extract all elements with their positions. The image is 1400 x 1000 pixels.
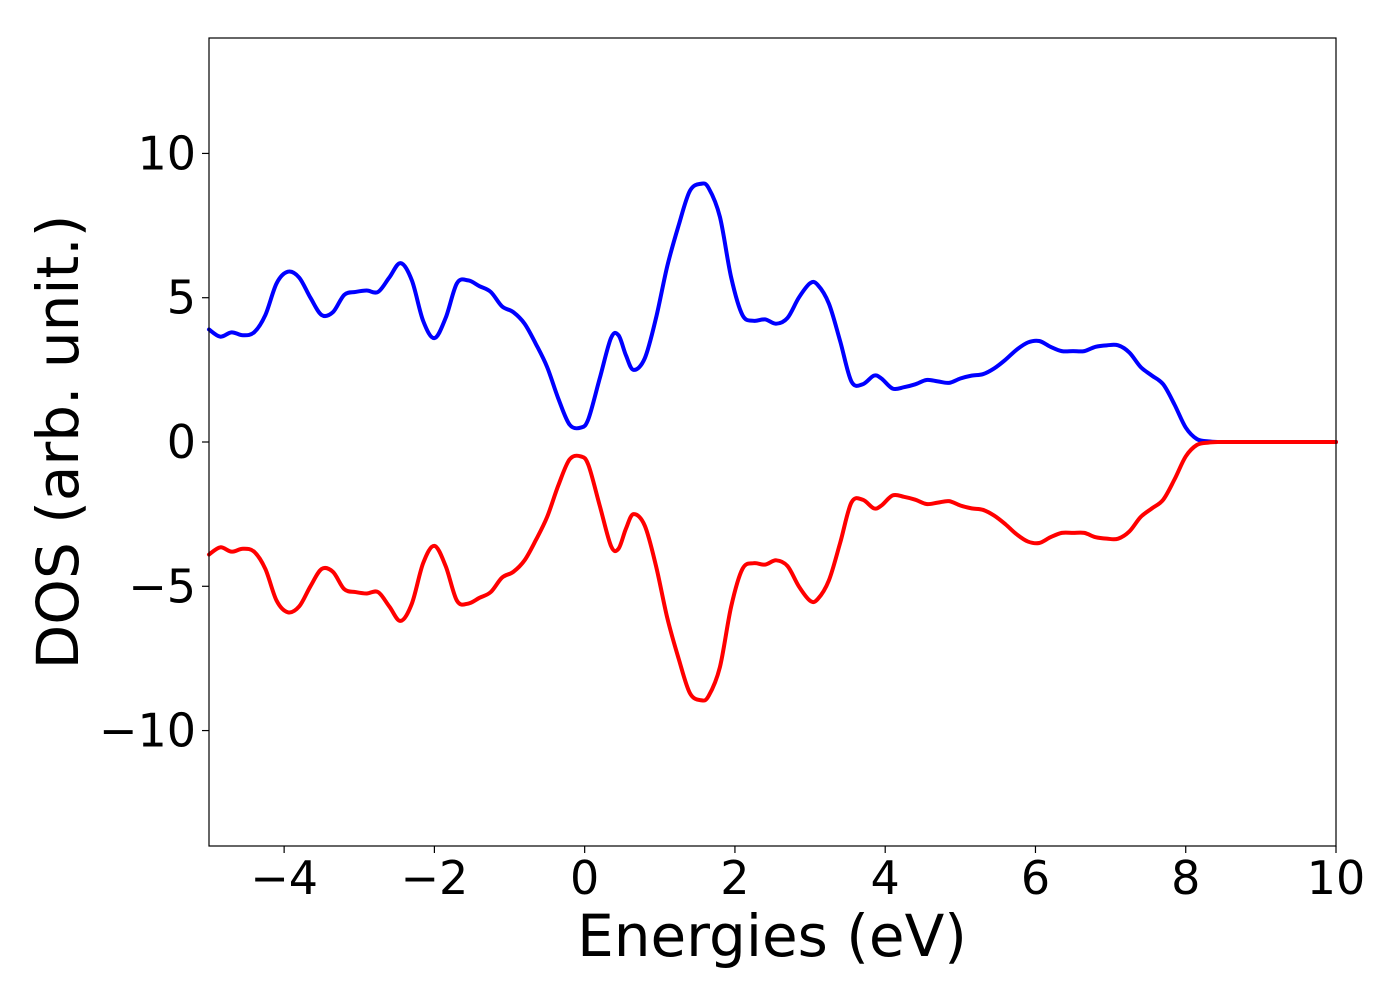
x-tick-label: 10 xyxy=(1307,851,1366,905)
x-tick-label: 4 xyxy=(871,851,900,905)
series-layer xyxy=(207,181,1338,703)
y-axis-label: DOS (arb. unit.) xyxy=(24,215,92,670)
y-tick-label: −10 xyxy=(99,704,196,758)
y-axis-ticks: −10 −5 0 5 10 xyxy=(99,126,209,758)
series-line-1 xyxy=(207,181,1338,445)
x-tick-label: −4 xyxy=(250,851,318,905)
x-tick-label: 6 xyxy=(1021,851,1050,905)
y-tick-label: −5 xyxy=(128,559,196,613)
y-tick-label: 10 xyxy=(137,126,196,180)
plot-area xyxy=(209,38,1336,846)
x-tick-label: 8 xyxy=(1171,851,1200,905)
x-axis-ticks: −4 −2 0 2 4 6 8 10 xyxy=(250,846,1365,905)
x-tick-label: 0 xyxy=(570,851,599,905)
x-axis-label: Energies (eV) xyxy=(577,902,967,970)
series-line-2 xyxy=(207,439,1338,703)
y-tick-label: 0 xyxy=(167,415,196,469)
x-tick-label: −2 xyxy=(400,851,468,905)
y-tick-label: 5 xyxy=(167,271,196,325)
x-tick-label: 2 xyxy=(720,851,749,905)
